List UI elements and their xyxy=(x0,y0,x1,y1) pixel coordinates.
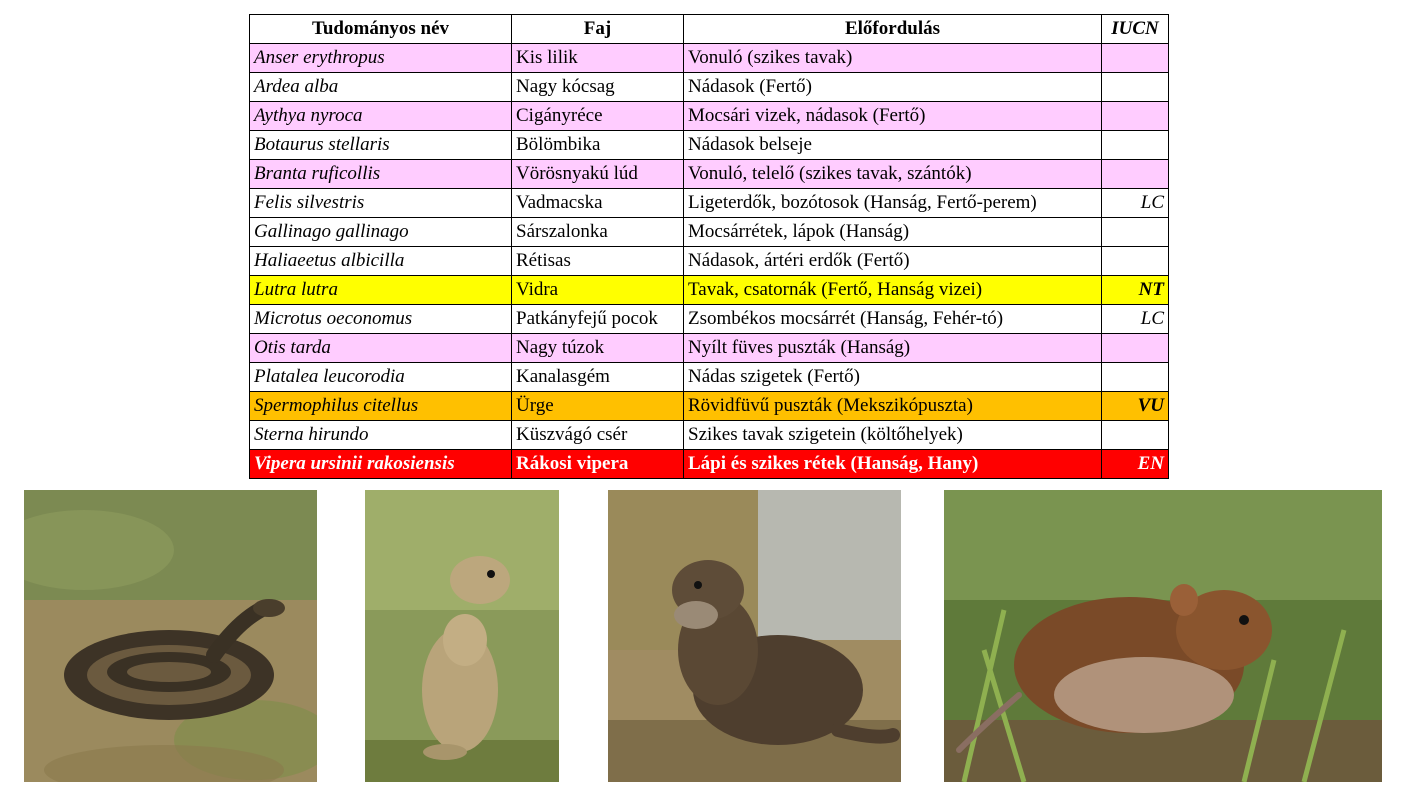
cell-species: Vadmacska xyxy=(511,188,684,218)
viper-photo xyxy=(24,490,317,782)
table-row: Anser erythropus Kis lilik Vonuló (szikes … xyxy=(249,43,1169,73)
cell-iucn: LC xyxy=(1101,188,1169,218)
table-row: Haliaeetus albicilla Rétisas Nádasok, árté… xyxy=(249,246,1169,276)
cell-occurrence: Vonuló (szikes tavak) xyxy=(683,43,1102,73)
table-row: Spermophilus citellus Ürge Rövidfüvű puszt… xyxy=(249,391,1169,421)
cell-iucn: NT xyxy=(1101,275,1169,305)
table-header-row: Tudományos név Faj Előfordulás IUCN xyxy=(249,14,1169,44)
cell-scientific-name: Platalea leucorodia xyxy=(249,362,512,392)
cell-occurrence: Nádasok, ártéri erdők (Fertő) xyxy=(683,246,1102,276)
cell-occurrence: Tavak, csatornák (Fertő, Hanság vizei) xyxy=(683,275,1102,305)
cell-species: Kanalasgém xyxy=(511,362,684,392)
cell-occurrence: Nádasok belseje xyxy=(683,130,1102,160)
cell-occurrence: Szikes tavak szigetein (költőhelyek) xyxy=(683,420,1102,450)
cell-scientific-name: Felis silvestris xyxy=(249,188,512,218)
cell-iucn xyxy=(1101,246,1169,276)
table-row: Gallinago gallinago Sárszalonka Mocsárréte… xyxy=(249,217,1169,247)
cell-species: Rétisas xyxy=(511,246,684,276)
cell-scientific-name: Ardea alba xyxy=(249,72,512,102)
cell-iucn xyxy=(1101,130,1169,160)
cell-iucn xyxy=(1101,217,1169,247)
cell-scientific-name: Aythya nyroca xyxy=(249,101,512,131)
cell-occurrence: Mocsári vizek, nádasok (Fertő) xyxy=(683,101,1102,131)
cell-species: Patkányfejű pocok xyxy=(511,304,684,334)
cell-occurrence: Nádas szigetek (Fertő) xyxy=(683,362,1102,392)
ground-squirrel-photo xyxy=(365,490,559,782)
header-occurrence: Előfordulás xyxy=(683,14,1102,44)
header-iucn: IUCN xyxy=(1101,14,1169,44)
cell-iucn xyxy=(1101,333,1169,363)
table-row: Felis silvestris Vadmacska Ligeterdők, boz… xyxy=(249,188,1169,218)
cell-species: Sárszalonka xyxy=(511,217,684,247)
cell-occurrence: Zsombékos mocsárrét (Hanság, Fehér-tó) xyxy=(683,304,1102,334)
table-row: Ardea alba Nagy kócsag Nádasok (Fertő) xyxy=(249,72,1169,102)
table-row: Aythya nyroca Cigányréce Mocsári vizek, ná… xyxy=(249,101,1169,131)
cell-iucn xyxy=(1101,420,1169,450)
cell-occurrence: Vonuló, telelő (szikes tavak, szántók) xyxy=(683,159,1102,189)
otter-photo xyxy=(608,490,901,782)
cell-species: Ürge xyxy=(511,391,684,421)
table-row: Branta ruficollis Vörösnyakú lúd Vonuló, t… xyxy=(249,159,1169,189)
cell-iucn: EN xyxy=(1101,449,1169,479)
cell-iucn xyxy=(1101,362,1169,392)
header-species: Faj xyxy=(511,14,684,44)
cell-species: Küszvágó csér xyxy=(511,420,684,450)
cell-occurrence: Mocsárrétek, lápok (Hanság) xyxy=(683,217,1102,247)
cell-scientific-name: Haliaeetus albicilla xyxy=(249,246,512,276)
cell-occurrence: Rövidfüvű puszták (Mekszikópuszta) xyxy=(683,391,1102,421)
cell-scientific-name: Gallinago gallinago xyxy=(249,217,512,247)
cell-occurrence: Ligeterdők, bozótosok (Hanság, Fertő-per… xyxy=(683,188,1102,218)
table-row: Platalea leucorodia Kanalasgém Nádas szige… xyxy=(249,362,1169,392)
cell-species: Vidra xyxy=(511,275,684,305)
cell-iucn xyxy=(1101,159,1169,189)
table-row: Microtus oeconomus Patkányfejű pocok Zsomb… xyxy=(249,304,1169,334)
cell-species: Vörösnyakú lúd xyxy=(511,159,684,189)
cell-iucn: LC xyxy=(1101,304,1169,334)
cell-species: Bölömbika xyxy=(511,130,684,160)
species-table: Tudományos név Faj Előfordulás IUCN Anse… xyxy=(249,14,1169,479)
cell-scientific-name: Lutra lutra xyxy=(249,275,512,305)
cell-occurrence: Nyílt füves puszták (Hanság) xyxy=(683,333,1102,363)
cell-species: Nagy kócsag xyxy=(511,72,684,102)
table-row: Otis tarda Nagy túzok Nyílt füves puszták … xyxy=(249,333,1169,363)
cell-occurrence: Nádasok (Fertő) xyxy=(683,72,1102,102)
cell-species: Kis lilik xyxy=(511,43,684,73)
table-row: Sterna hirundo Küszvágó csér Szikes tavak … xyxy=(249,420,1169,450)
cell-scientific-name: Branta ruficollis xyxy=(249,159,512,189)
cell-scientific-name: Vipera ursinii rakosiensis xyxy=(249,449,512,479)
cell-iucn xyxy=(1101,43,1169,73)
cell-iucn xyxy=(1101,72,1169,102)
table-row: Vipera ursinii rakosiensis Rákosi vipera L… xyxy=(249,449,1169,479)
table-row: Botaurus stellaris Bölömbika Nádasok belse… xyxy=(249,130,1169,160)
cell-species: Cigányréce xyxy=(511,101,684,131)
cell-scientific-name: Microtus oeconomus xyxy=(249,304,512,334)
table-row: Lutra lutra Vidra Tavak, csatornák (Fertő,… xyxy=(249,275,1169,305)
cell-scientific-name: Botaurus stellaris xyxy=(249,130,512,160)
cell-species: Nagy túzok xyxy=(511,333,684,363)
header-scientific-name: Tudományos név xyxy=(249,14,512,44)
vole-photo xyxy=(944,490,1382,782)
cell-scientific-name: Otis tarda xyxy=(249,333,512,363)
cell-occurrence: Lápi és szikes rétek (Hanság, Hany) xyxy=(683,449,1102,479)
cell-iucn: VU xyxy=(1101,391,1169,421)
cell-scientific-name: Sterna hirundo xyxy=(249,420,512,450)
cell-species: Rákosi vipera xyxy=(511,449,684,479)
cell-scientific-name: Anser erythropus xyxy=(249,43,512,73)
cell-iucn xyxy=(1101,101,1169,131)
cell-scientific-name: Spermophilus citellus xyxy=(249,391,512,421)
